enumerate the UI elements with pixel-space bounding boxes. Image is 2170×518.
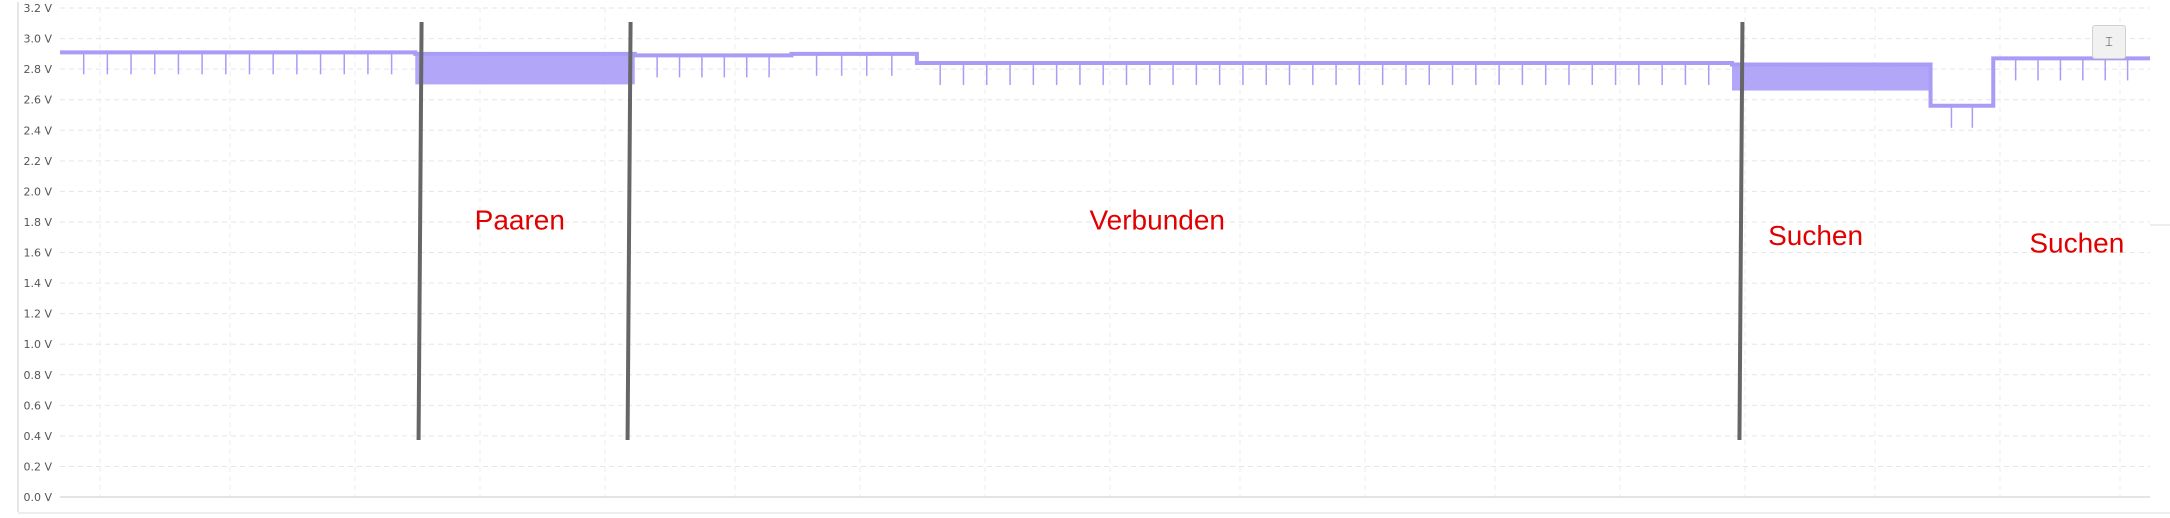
fit-vertical-button[interactable]: ⌶: [2092, 25, 2126, 59]
y-tick-label: 2.0 V: [23, 185, 52, 198]
y-tick-label: 1.2 V: [23, 308, 52, 321]
y-tick-label: 1.8 V: [23, 216, 52, 229]
y-tick-label: 2.2 V: [23, 155, 52, 168]
phase-label: Paaren: [475, 205, 565, 236]
voltage-line: [60, 50, 2150, 108]
y-tick-label: 1.4 V: [23, 277, 52, 290]
y-tick-label: 0.6 V: [23, 399, 52, 412]
phase-marker-line: [416, 21, 424, 441]
y-tick-label: 2.4 V: [23, 124, 52, 137]
voltage-series: [60, 50, 2150, 128]
y-tick-label: 2.8 V: [23, 63, 52, 76]
phase-marker-line: [1737, 21, 1745, 441]
phase-marker-line: [625, 21, 633, 441]
voltage-band: [1732, 64, 1931, 91]
voltage-band: [415, 53, 635, 85]
phase-label: Verbunden: [1090, 205, 1225, 236]
y-tick-label: 0.2 V: [23, 460, 52, 473]
phase-markers: [416, 21, 1745, 441]
y-tick-label: 0.0 V: [23, 491, 52, 504]
phase-annotations: Paaren Verbunden Suchen Suchen: [475, 205, 2125, 259]
y-tick-label: 0.4 V: [23, 430, 52, 443]
phase-label: Suchen: [1768, 220, 1863, 251]
phase-label: Suchen: [2029, 228, 2124, 259]
y-tick-label: 0.8 V: [23, 369, 52, 382]
y-tick-label: 1.0 V: [23, 338, 52, 351]
y-tick-label: 3.0 V: [23, 33, 52, 46]
y-tick-label: 2.6 V: [23, 94, 52, 107]
y-tick-label: 3.2 V: [23, 2, 52, 15]
y-tick-label: 1.6 V: [23, 247, 52, 260]
y-axis: 0.0 V 0.2 V 0.4 V 0.6 V 0.8 V 1.0 V 1.2 V 1.4 V…: [23, 2, 52, 504]
